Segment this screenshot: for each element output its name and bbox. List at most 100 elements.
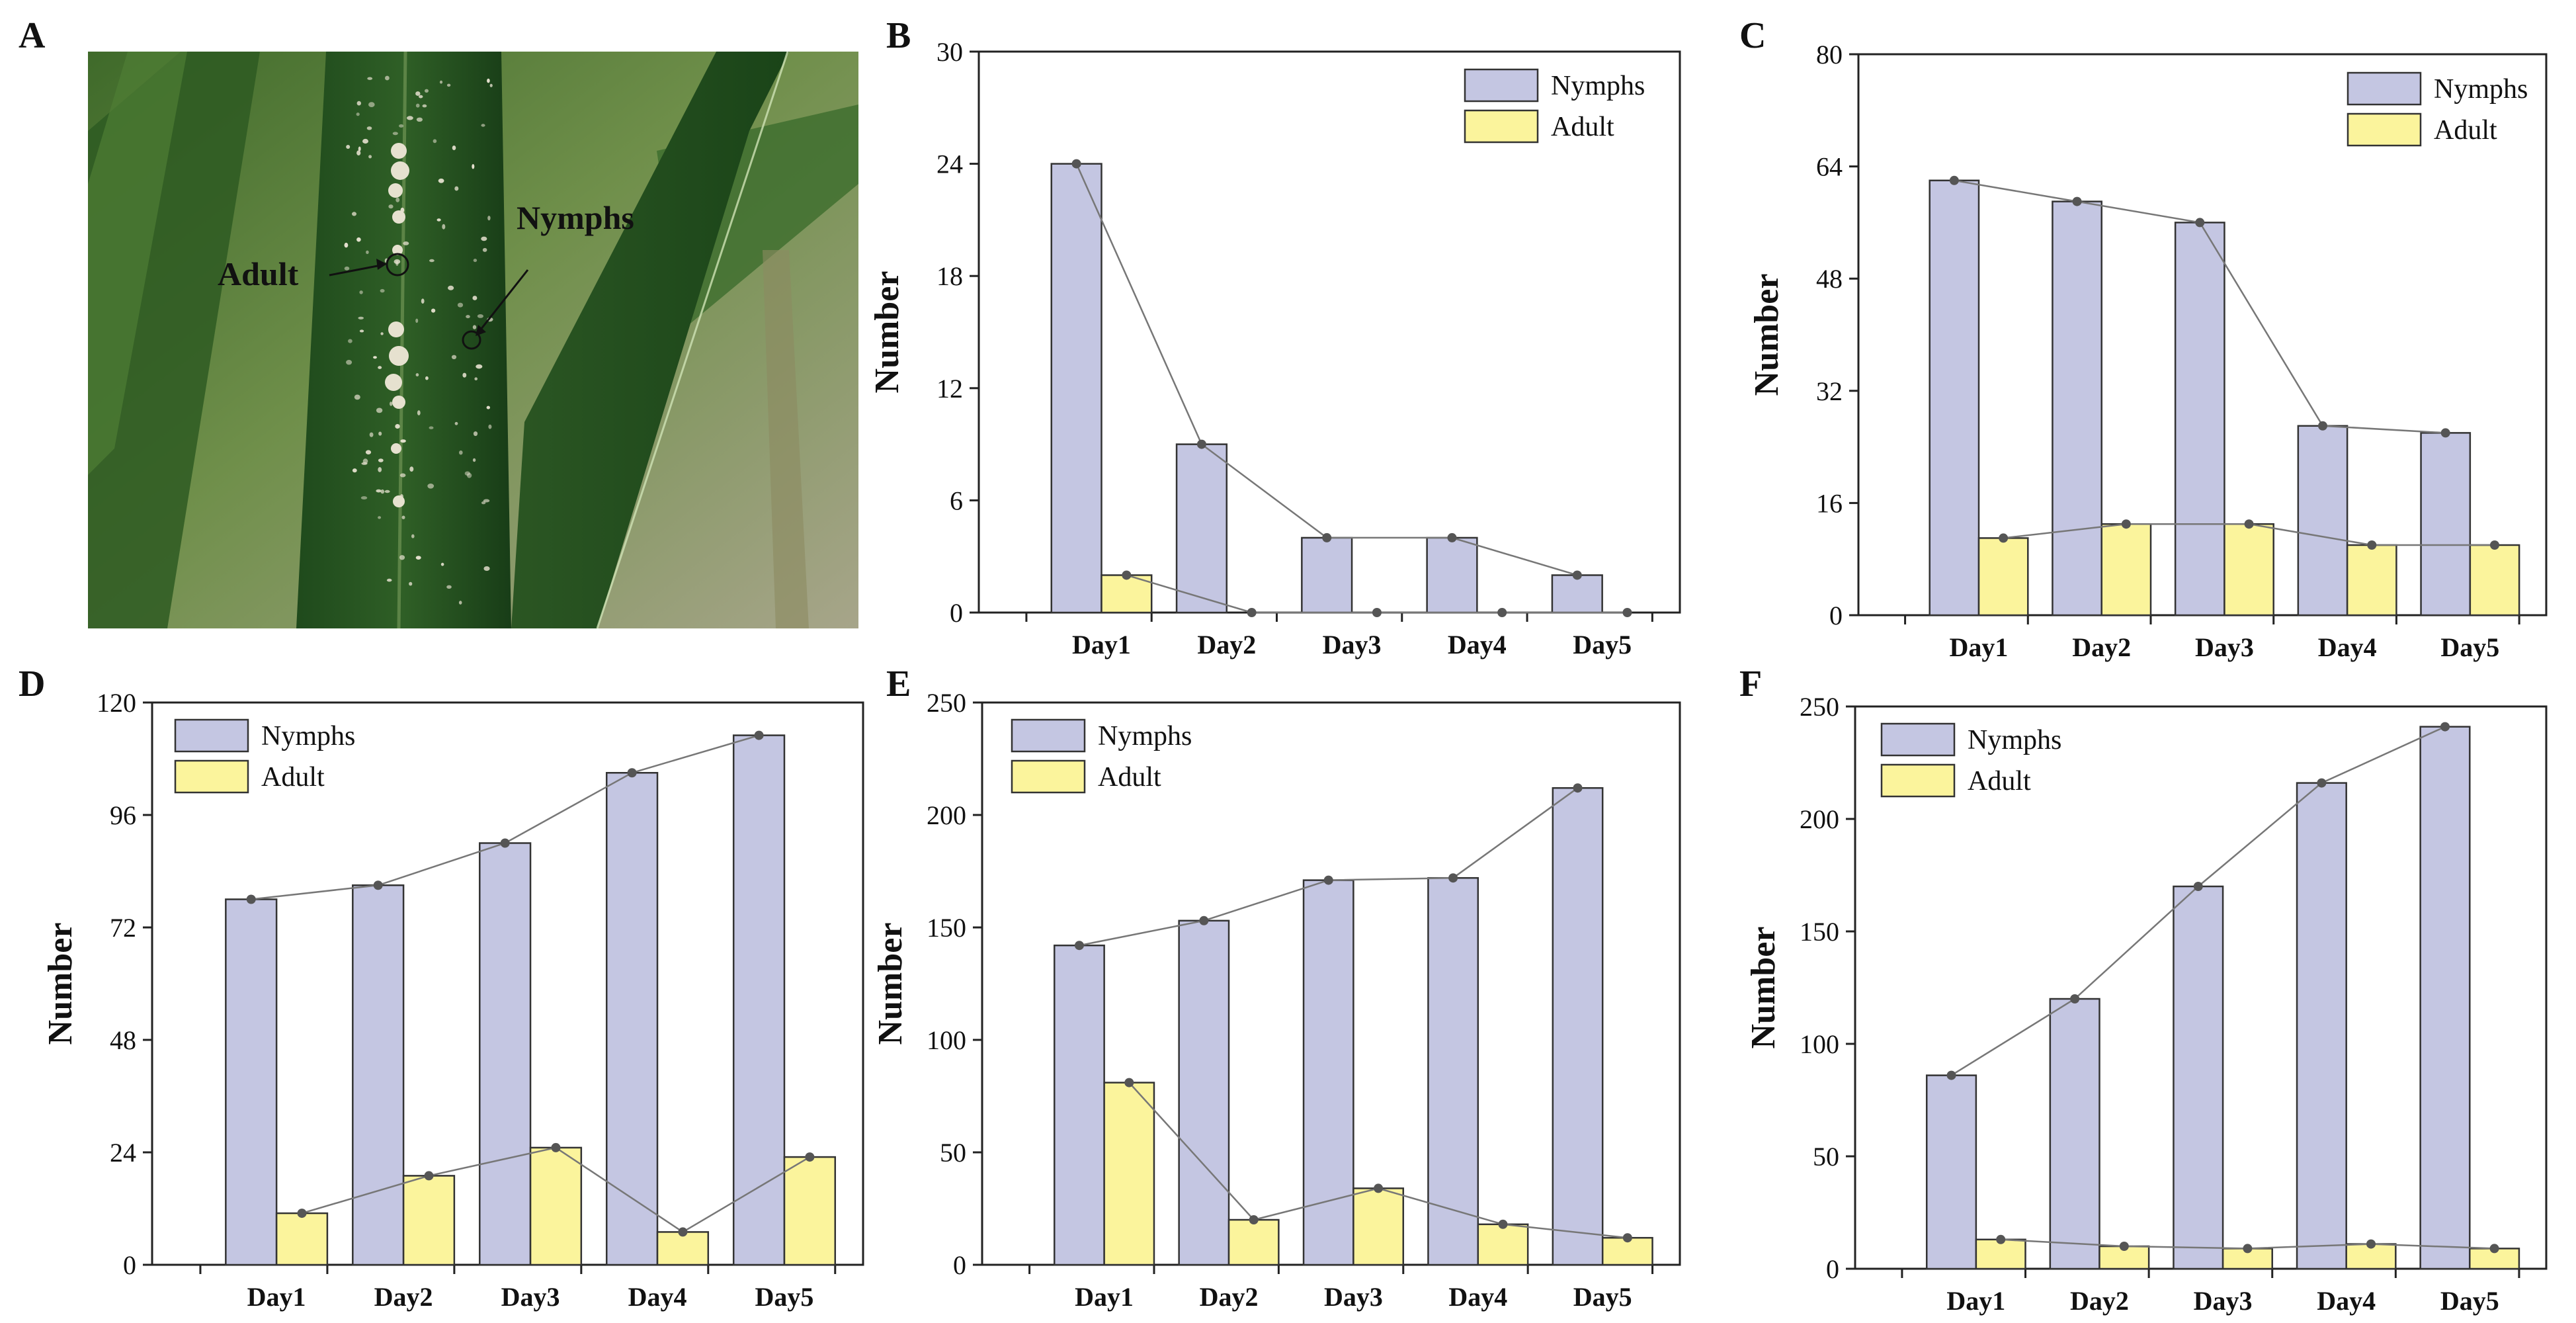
adult-point (1999, 533, 2009, 543)
nymphs-point (2317, 778, 2327, 788)
adult-point (2489, 1244, 2499, 1254)
nymphs-bar (1552, 787, 1604, 1266)
nymphs-point (246, 894, 256, 904)
nymphs-point (1071, 159, 1081, 169)
insect-dot (481, 124, 485, 127)
insect-dot (458, 601, 462, 605)
y-tick-label: 48 (1816, 264, 1843, 294)
insect-dot (472, 458, 476, 462)
adult-point (424, 1171, 434, 1181)
adult-point (2121, 519, 2131, 529)
adult-bar (656, 1231, 710, 1266)
adult-point (1622, 1233, 1632, 1243)
y-tick-label: 6 (950, 486, 963, 515)
y-tick-label: 50 (940, 1138, 966, 1168)
insect-dot (416, 117, 423, 122)
insect-dot (400, 439, 406, 443)
adult-bar (1352, 1187, 1405, 1266)
x-tick-label: Day4 (2318, 632, 2377, 662)
insect-dot (378, 467, 382, 472)
legend-label-nymphs: Nymphs (1098, 721, 1192, 751)
photo-label-adult: Adult (218, 255, 299, 292)
nymphs-bar (732, 734, 786, 1266)
panel-letter-b: B (886, 15, 911, 56)
panel-letter-c: C (1739, 15, 1766, 56)
insect-dot (385, 75, 390, 81)
insect-dot (488, 424, 492, 429)
nymphs-point (2072, 196, 2082, 206)
insect-dot (487, 216, 491, 221)
nymphs-point (1946, 1070, 1956, 1080)
insect-dot (451, 355, 457, 359)
adult-bar (2100, 523, 2152, 617)
nymphs-bar (1925, 1074, 1977, 1270)
x-tick-label: Day2 (374, 1282, 433, 1312)
y-tick-label: 48 (110, 1025, 136, 1055)
insect-dot (348, 339, 353, 343)
nymphs-point (754, 730, 764, 740)
y-axis-label: Number (872, 923, 909, 1045)
insect-cluster (391, 443, 401, 454)
legend-swatch-nymphs (1880, 722, 1956, 757)
insect-dot (409, 581, 413, 586)
adult-point (2119, 1242, 2129, 1251)
insect-dot (487, 78, 490, 83)
insect-dot (344, 266, 350, 271)
y-tick-label: 72 (110, 913, 136, 943)
insect-dot (346, 360, 353, 365)
legend-swatch-adult (1011, 759, 1086, 794)
chart-panel-c: 0 16 32 48 64 80 Number Day1 Day2 Day3 Day4 Day5 Nym… (1748, 40, 2548, 662)
y-tick-label: 0 (950, 598, 963, 628)
insect-dot (415, 103, 420, 108)
insect-dot (376, 489, 382, 493)
insect-dot (395, 197, 400, 202)
nymphs-point (1074, 941, 1084, 951)
adult-point (1372, 608, 1382, 617)
adult-point (1622, 608, 1632, 617)
insect-dot (452, 146, 456, 150)
adult-bar (275, 1212, 329, 1266)
insect-dot (359, 290, 363, 294)
insect-dot (344, 242, 349, 248)
background-stalk (763, 250, 809, 628)
insect-dot (358, 316, 364, 320)
insect-dot (386, 578, 392, 582)
insect-dot (356, 150, 361, 155)
leaf-photo: Adult Nymphs (88, 52, 858, 628)
nymphs-point (2318, 421, 2327, 431)
x-tick-label: Day5 (2440, 1286, 2499, 1316)
nymph-marker-circle (462, 330, 481, 350)
adult-arrowhead (376, 259, 387, 270)
nymphs-bar (352, 884, 405, 1266)
insect-dot (415, 373, 419, 377)
insect-dot (399, 155, 403, 159)
adult-bar (2469, 1248, 2520, 1270)
y-tick-label: 150 (927, 913, 966, 943)
x-tick-label: Day2 (1200, 1282, 1259, 1312)
insect-dot (457, 302, 464, 308)
nymphs-point (1448, 873, 1458, 883)
insect-dot (403, 241, 409, 245)
legend-swatch-adult (1880, 763, 1956, 798)
panel-letter-f: F (1739, 663, 1763, 704)
y-axis-label: Number (1748, 274, 1786, 396)
adult-arrow (329, 263, 385, 277)
y-tick-label: 24 (110, 1138, 136, 1168)
insect-dot (472, 296, 478, 300)
nymphs-point (2070, 994, 2080, 1003)
insect-dot (446, 585, 452, 589)
adult-point (1124, 1078, 1134, 1088)
insect-dot (358, 146, 361, 151)
insect-dot (474, 377, 478, 380)
nymphs-bar (1054, 944, 1105, 1266)
insect-dot (464, 471, 470, 476)
adult-bar (783, 1156, 837, 1266)
y-tick-label: 16 (1816, 488, 1843, 518)
y-tick-label: 24 (936, 149, 963, 179)
y-axis-label: Number (868, 271, 906, 394)
x-tick-label: Day4 (1448, 630, 1507, 660)
x-tick-label: Day2 (2072, 632, 2131, 662)
insect-dot (433, 139, 437, 144)
adult-point (1497, 608, 1507, 617)
insect-dot (395, 424, 400, 429)
